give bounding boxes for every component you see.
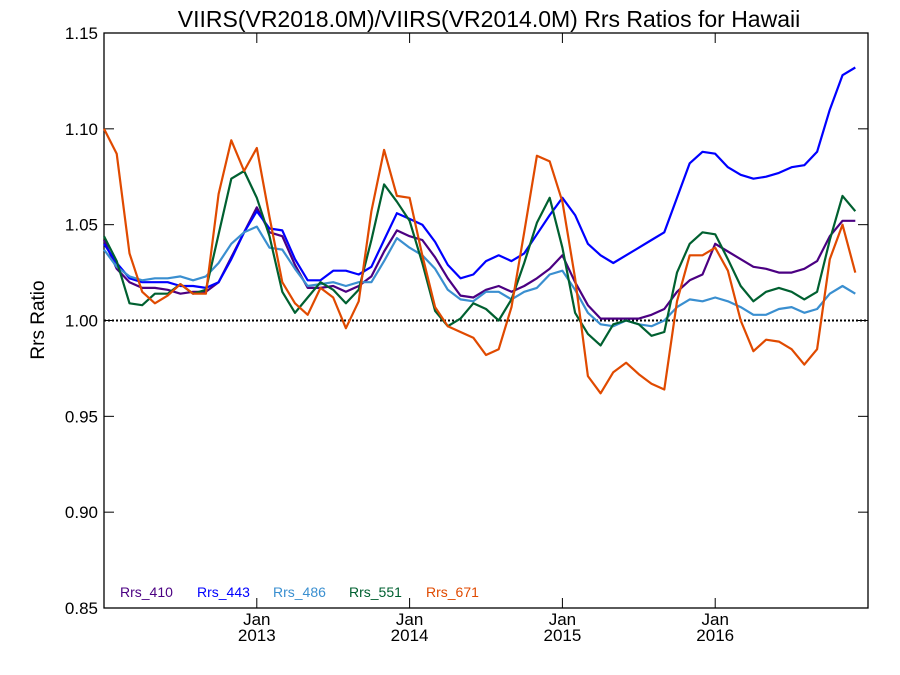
y-tick-label: 1.10 — [65, 120, 98, 139]
x-tick-month-label: Jan — [701, 610, 728, 629]
series-lines — [102, 66, 857, 395]
series-line-rrs-410 — [102, 206, 856, 320]
chart-title: VIIRS(VR2018.0M)/VIIRS(VR2014.0M) Rrs Ra… — [178, 6, 800, 32]
y-axis-label: Rrs Ratio — [28, 280, 49, 359]
y-tick-label: 1.00 — [65, 312, 98, 331]
y-tick-label: 0.90 — [65, 503, 98, 522]
series-line-rrs-443 — [103, 66, 856, 289]
x-tick-month-label: Jan — [396, 610, 423, 629]
y-tick-label: 0.95 — [65, 407, 98, 426]
x-tick-year-label: 2014 — [391, 626, 429, 645]
legend-label-rrs-486: Rrs_486 — [273, 584, 326, 600]
legend-label-rrs-410: Rrs_410 — [120, 584, 173, 600]
x-tick-month-label: Jan — [243, 610, 270, 629]
legend-label-rrs-671: Rrs_671 — [426, 584, 479, 600]
x-tick-year-label: 2015 — [543, 626, 581, 645]
series-line-rrs-551 — [103, 169, 857, 347]
y-tick-label: 1.15 — [65, 24, 98, 43]
legend-label-rrs-551: Rrs_551 — [349, 584, 402, 600]
series-line-rrs-486 — [103, 225, 856, 328]
legend: Rrs_410 Rrs_443 Rrs_486 Rrs_551 Rrs_671 — [120, 584, 479, 600]
x-tick-month-label: Jan — [549, 610, 576, 629]
y-tick-label: 1.05 — [65, 216, 98, 235]
x-tick-year-label: 2013 — [238, 626, 276, 645]
series-line-rrs-671 — [103, 128, 857, 395]
x-tick-year-label: 2016 — [696, 626, 734, 645]
y-tick-label: 0.85 — [65, 599, 98, 618]
legend-label-rrs-443: Rrs_443 — [197, 584, 250, 600]
